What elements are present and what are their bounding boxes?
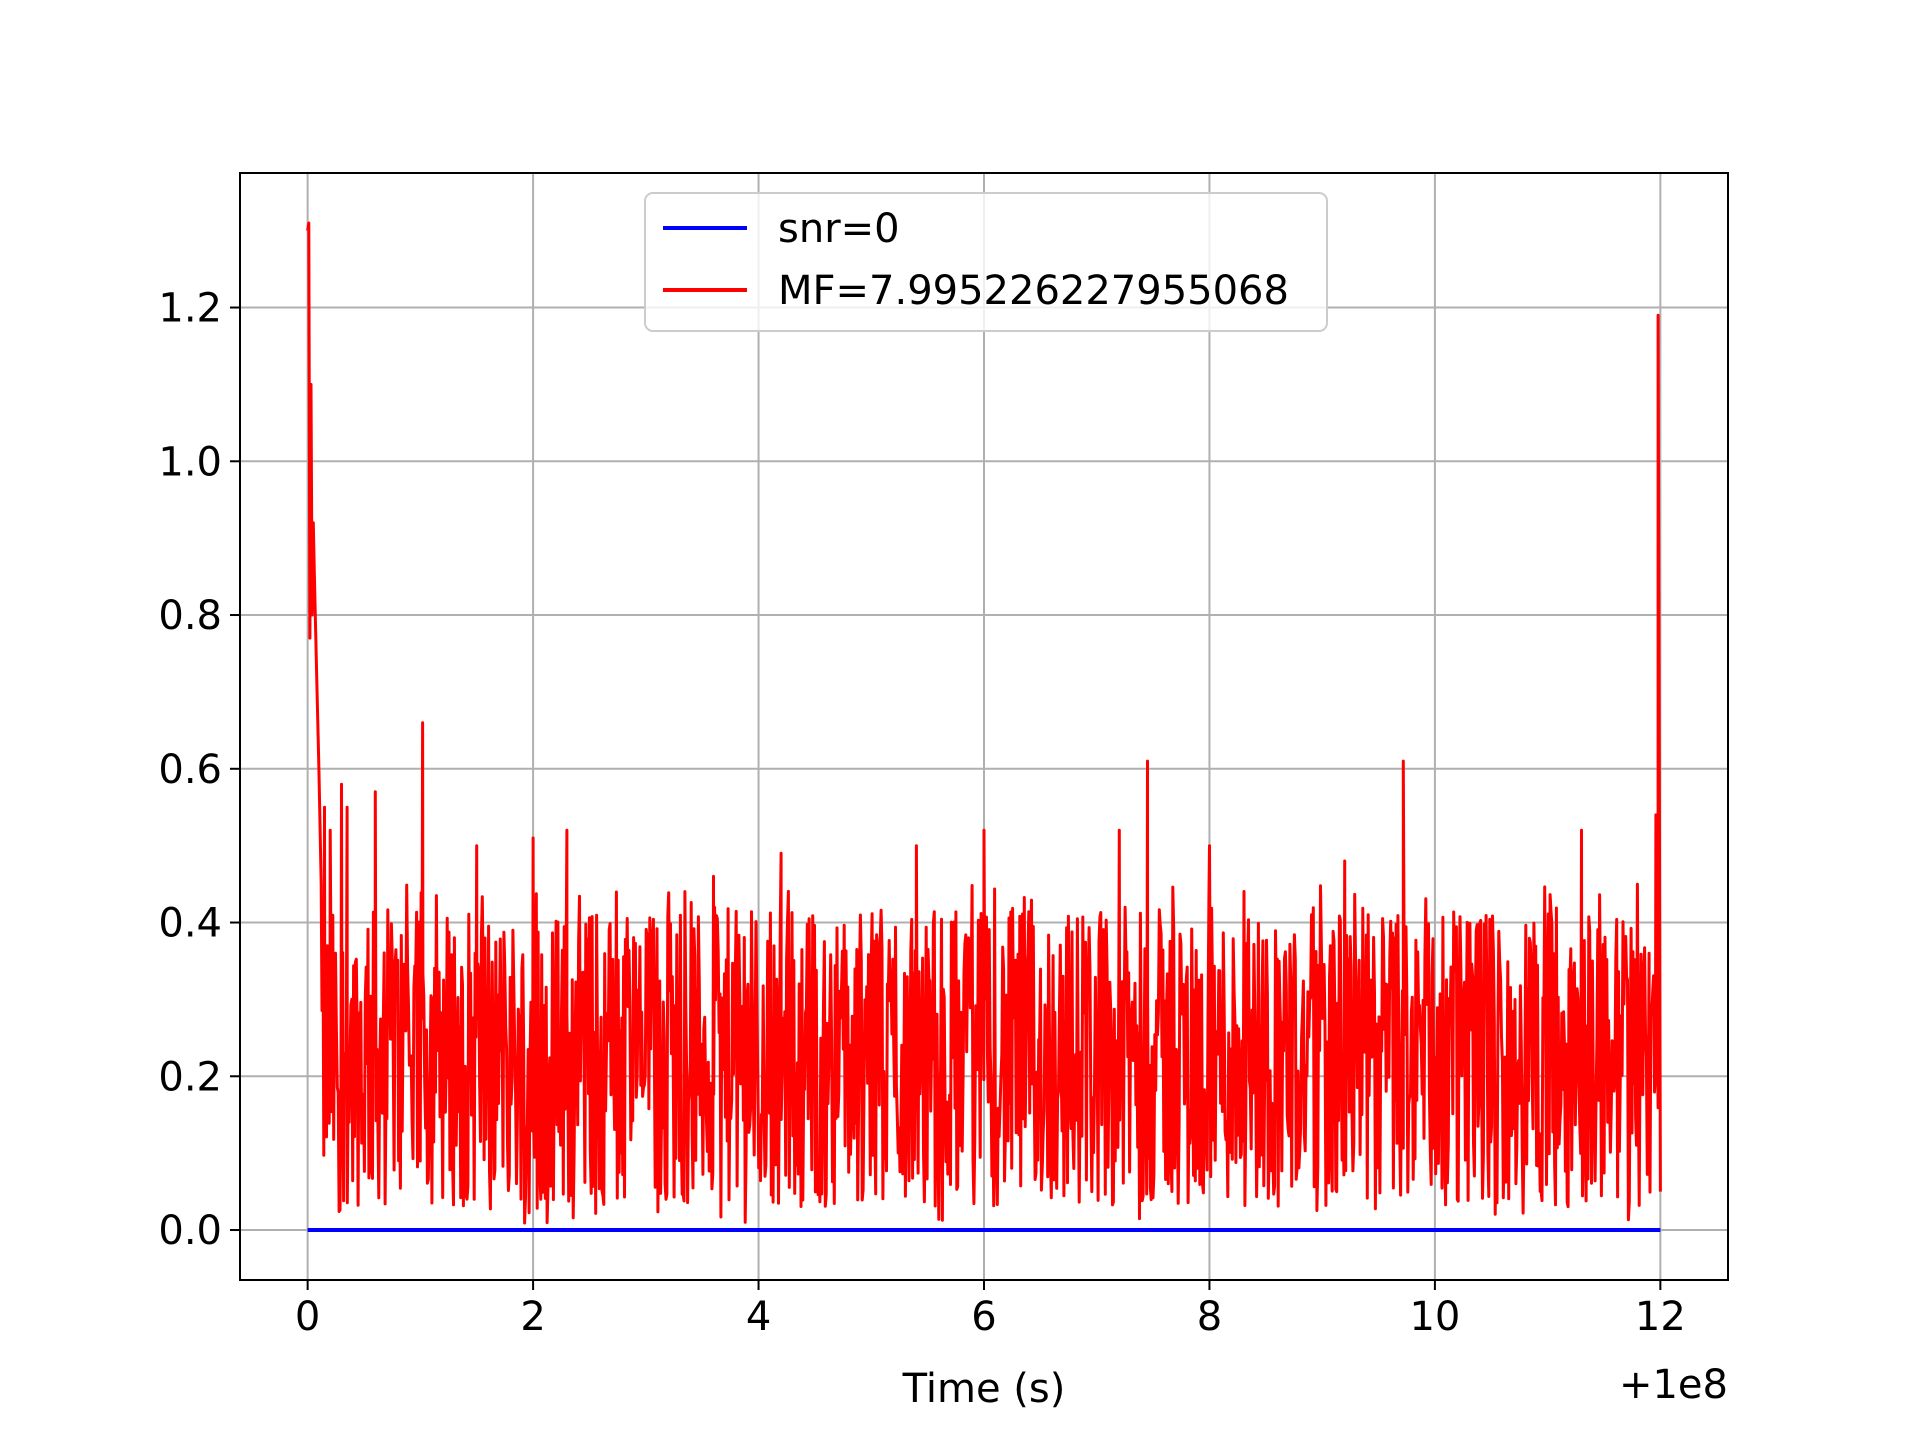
ticks: 0 2 4 6 8 10 12 0.0 0.2 0.4 0.6 0.8 1.0 1.2	[158, 286, 1685, 1340]
y-tick-label: 0.4	[158, 901, 222, 947]
x-offset-label: +1e8	[1619, 1362, 1728, 1408]
x-axis-label: Time (s)	[902, 1366, 1066, 1412]
series-layer	[306, 221, 1662, 1232]
y-tick-label: 1.2	[158, 286, 222, 332]
legend: snr=0 MF=7.995226227955068	[644, 192, 1328, 332]
x-tick-label: 12	[1635, 1294, 1686, 1340]
x-tick-label: 8	[1197, 1294, 1222, 1340]
x-tick-label: 6	[971, 1294, 996, 1340]
y-tick-label: 1.0	[158, 439, 222, 485]
y-tick-label: 0.0	[158, 1208, 222, 1254]
x-tick-label: 2	[520, 1294, 545, 1340]
y-tick-label: 0.2	[158, 1054, 222, 1100]
y-tick-label: 0.8	[158, 593, 222, 639]
x-tick-label: 10	[1409, 1294, 1460, 1340]
legend-label-snr: snr=0	[778, 206, 900, 252]
legend-box	[644, 192, 1328, 332]
x-tick-label: 4	[746, 1294, 771, 1340]
legend-label-mf: MF=7.995226227955068	[778, 268, 1289, 314]
x-tick-label: 0	[295, 1294, 320, 1340]
series-line-mf	[306, 221, 1662, 1225]
y-tick-label: 0.6	[158, 747, 222, 793]
